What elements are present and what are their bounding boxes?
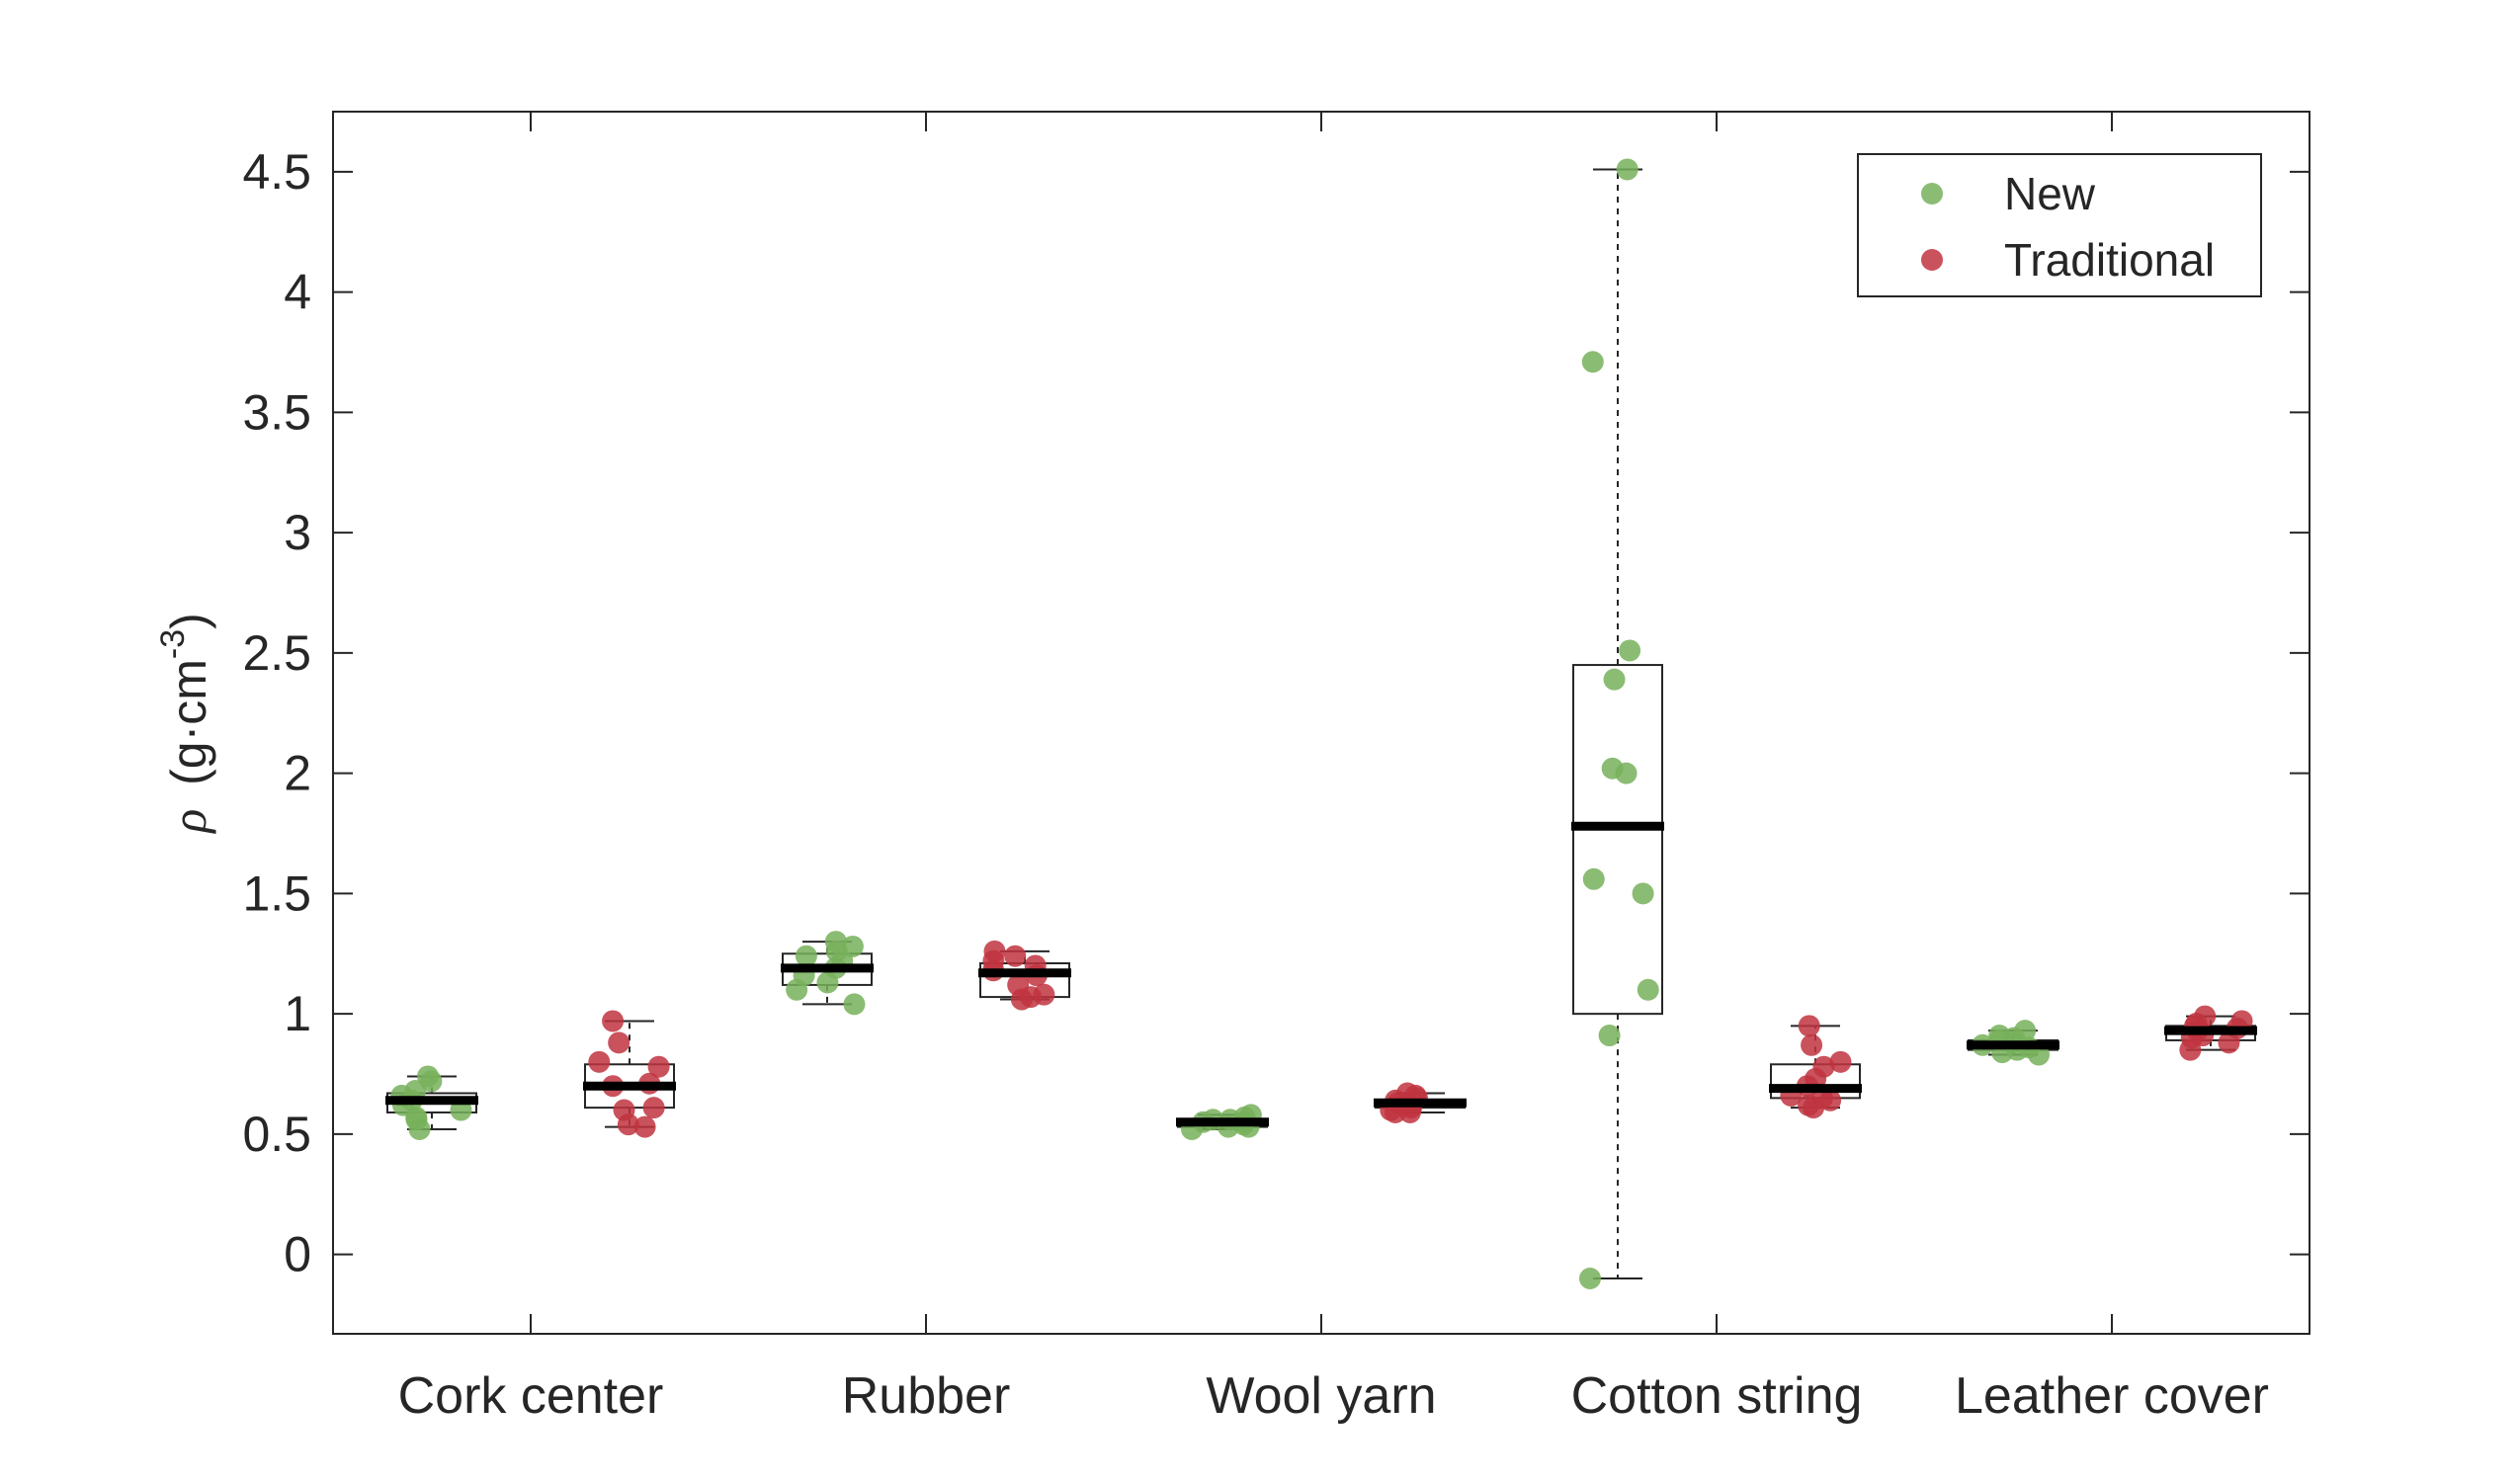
data-point	[1581, 351, 1604, 373]
data-point	[420, 1070, 443, 1093]
data-point	[588, 1050, 611, 1073]
y-tick-label: 4.5	[242, 144, 311, 200]
data-point	[1798, 1015, 1820, 1037]
legend-label-new: New	[2004, 168, 2096, 219]
y-tick-label: 4	[284, 265, 311, 320]
data-point	[1619, 639, 1641, 662]
y-tick-label: 2	[284, 746, 311, 801]
medians-layer	[385, 821, 2257, 1127]
data-point	[795, 945, 817, 967]
y-axis-symbol: ρ	[161, 809, 216, 835]
x-category-label: Cork center	[398, 1367, 664, 1425]
y-tick-label: 1.5	[242, 865, 311, 921]
data-point	[1598, 1025, 1621, 1047]
data-point	[633, 1115, 656, 1138]
data-point	[1004, 945, 1027, 967]
box-iqr	[1572, 664, 1663, 1016]
x-category-label: Wool yarn	[1206, 1367, 1436, 1425]
x-category-label: Cotton string	[1571, 1367, 1863, 1425]
y-axis-unit-close: )	[161, 613, 216, 629]
legend: New Traditional	[1857, 153, 2262, 297]
y-tick-label: 2.5	[242, 625, 311, 681]
y-axis-label: ρ (g·cm-3)	[154, 613, 216, 835]
x-category-label: Leather cover	[1955, 1367, 2269, 1425]
data-point	[408, 1118, 431, 1141]
data-point	[786, 978, 808, 1001]
data-point	[647, 1055, 670, 1078]
data-point	[2179, 1038, 2202, 1061]
y-tick-label: 0	[284, 1227, 311, 1282]
y-tick-label: 3	[284, 505, 311, 560]
data-point	[1582, 867, 1605, 890]
data-point	[2218, 1031, 2240, 1054]
boxes-layer	[386, 168, 2256, 1279]
data-point	[1632, 882, 1654, 905]
data-point	[1615, 762, 1638, 784]
y-tick-label: 1	[284, 986, 311, 1041]
data-point	[1603, 668, 1626, 691]
data-point	[1829, 1050, 1852, 1073]
y-tick-label: 3.5	[242, 384, 311, 440]
y-axis-unit-exponent: -3	[154, 629, 192, 659]
data-point	[1616, 158, 1638, 181]
legend-marker-new	[1921, 183, 1943, 205]
axes-layer: 0 0.5 1 1.5 2 2.5 3 3.5 4 4.5 Cork center Rubber Woo…	[242, 112, 2310, 1425]
x-category-label: Rubber	[842, 1367, 1011, 1425]
data-point	[816, 971, 839, 994]
data-point	[602, 1010, 625, 1032]
data-point	[1010, 988, 1033, 1011]
legend-label-traditional: Traditional	[2004, 234, 2215, 286]
data-point	[1637, 978, 1659, 1001]
data-point	[617, 1113, 639, 1136]
y-axis-unit: (g·cm	[161, 659, 216, 785]
points-layer	[390, 158, 2253, 1289]
legend-marker-traditional	[1921, 249, 1943, 271]
data-point	[642, 1097, 665, 1119]
legend-box	[1857, 153, 2262, 297]
data-point	[608, 1031, 630, 1054]
data-point	[843, 993, 866, 1016]
data-point	[1578, 1267, 1601, 1289]
data-point	[1819, 1089, 1842, 1112]
data-point	[1803, 1097, 1825, 1119]
y-tick-label: 0.5	[242, 1107, 311, 1162]
data-point	[1801, 1033, 1823, 1056]
